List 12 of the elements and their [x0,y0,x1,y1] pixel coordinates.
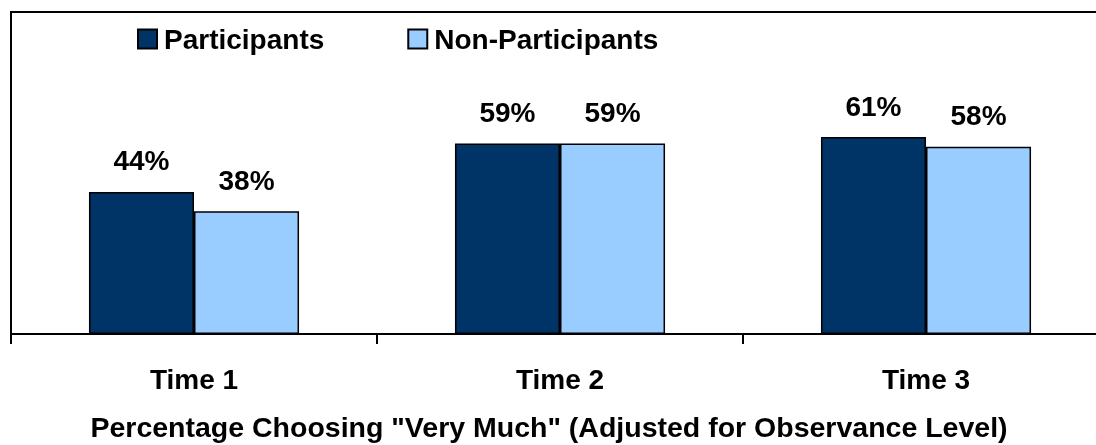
data-label: 59% [479,97,536,129]
data-label: 38% [218,164,275,196]
data-label: 58% [950,100,1007,132]
legend-label: Participants [164,23,325,55]
x-tick-label: Time 1 [149,363,239,395]
data-label: 59% [584,97,641,129]
x-tick-label: Time 2 [515,363,605,395]
x-axis-title: Percentage Choosing "Very Much" (Adjusted for Observance Level) [90,410,1008,443]
x-tick-label: Time 3 [881,363,971,395]
data-label: 44% [113,145,170,177]
legend-label: Non-Participants [434,23,659,55]
data-label: 61% [845,90,902,122]
